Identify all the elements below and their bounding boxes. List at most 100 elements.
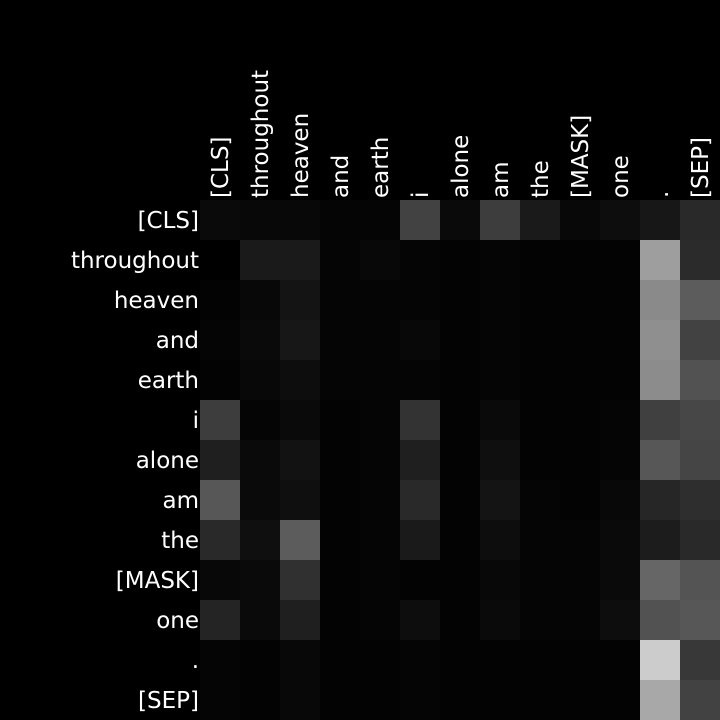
heatmap-cell-r1-c5 — [400, 240, 440, 280]
heatmap-cell-r12-c4 — [360, 680, 400, 720]
heatmap-cell-r4-c8 — [520, 360, 560, 400]
heatmap-cell-r11-c10 — [600, 640, 640, 680]
heatmap-cell-r3-c10 — [600, 320, 640, 360]
heatmap-cell-r2-c0 — [200, 280, 240, 320]
heatmap-cell-r0-c9 — [560, 200, 600, 240]
heatmap-cell-r6-c3 — [320, 440, 360, 480]
heatmap-cell-r0-c12 — [680, 200, 720, 240]
heatmap-cell-r0-c1 — [240, 200, 280, 240]
heatmap-cell-r10-c2 — [280, 600, 320, 640]
heatmap-cell-r6-c0 — [200, 440, 240, 480]
y-tick-label: heaven — [114, 288, 199, 314]
heatmap-cell-r10-c12 — [680, 600, 720, 640]
heatmap-cell-r3-c0 — [200, 320, 240, 360]
heatmap-cell-r12-c5 — [400, 680, 440, 720]
heatmap-cell-r8-c12 — [680, 520, 720, 560]
heatmap-cell-r7-c9 — [560, 480, 600, 520]
heatmap-cell-r1-c0 — [200, 240, 240, 280]
heatmap-cell-r8-c10 — [600, 520, 640, 560]
heatmap-cell-r0-c4 — [360, 200, 400, 240]
heatmap-cell-r7-c8 — [520, 480, 560, 520]
heatmap-cell-r4-c2 — [280, 360, 320, 400]
heatmap-cell-r10-c9 — [560, 600, 600, 640]
x-tick-label: one — [608, 155, 634, 198]
heatmap-cell-r9-c8 — [520, 560, 560, 600]
heatmap-cell-r11-c4 — [360, 640, 400, 680]
heatmap-cell-r1-c3 — [320, 240, 360, 280]
heatmap-cell-r11-c5 — [400, 640, 440, 680]
heatmap-cell-r2-c9 — [560, 280, 600, 320]
heatmap-cell-r8-c4 — [360, 520, 400, 560]
heatmap-cell-r5-c3 — [320, 400, 360, 440]
y-tick-label: am — [163, 488, 200, 514]
y-tick-label: [MASK] — [116, 568, 199, 594]
heatmap-cell-r1-c12 — [680, 240, 720, 280]
heatmap-cell-r2-c7 — [480, 280, 520, 320]
heatmap-cell-r6-c4 — [360, 440, 400, 480]
heatmap-cell-r4-c10 — [600, 360, 640, 400]
heatmap-cell-r9-c9 — [560, 560, 600, 600]
heatmap-cell-r0-c3 — [320, 200, 360, 240]
heatmap-cell-r11-c8 — [520, 640, 560, 680]
heatmap-cell-r1-c11 — [640, 240, 680, 280]
x-tick-label: [SEP] — [688, 137, 714, 198]
heatmap-cell-r4-c12 — [680, 360, 720, 400]
heatmap-cell-r12-c10 — [600, 680, 640, 720]
heatmap-cell-r10-c6 — [440, 600, 480, 640]
heatmap-cell-r0-c7 — [480, 200, 520, 240]
heatmap-cell-r6-c10 — [600, 440, 640, 480]
heatmap-cell-r7-c1 — [240, 480, 280, 520]
heatmap-cell-r7-c4 — [360, 480, 400, 520]
heatmap-cell-r0-c0 — [200, 200, 240, 240]
heatmap-cell-r9-c10 — [600, 560, 640, 600]
heatmap-cell-r9-c1 — [240, 560, 280, 600]
heatmap-cell-r12-c7 — [480, 680, 520, 720]
heatmap-cell-r4-c1 — [240, 360, 280, 400]
heatmap-cell-r4-c7 — [480, 360, 520, 400]
heatmap-cell-r10-c0 — [200, 600, 240, 640]
y-tick-label: the — [161, 528, 199, 554]
heatmap-cell-r4-c11 — [640, 360, 680, 400]
heatmap-cell-r9-c7 — [480, 560, 520, 600]
heatmap-cell-r6-c5 — [400, 440, 440, 480]
heatmap-cell-r8-c6 — [440, 520, 480, 560]
heatmap-cell-r0-c11 — [640, 200, 680, 240]
x-tick-label: alone — [448, 135, 474, 198]
heatmap-cell-r4-c3 — [320, 360, 360, 400]
heatmap-cell-r5-c7 — [480, 400, 520, 440]
heatmap-cell-r4-c6 — [440, 360, 480, 400]
x-tick-label: [MASK] — [568, 115, 594, 198]
heatmap-cell-r9-c0 — [200, 560, 240, 600]
heatmap-cell-r7-c10 — [600, 480, 640, 520]
heatmap-cell-r2-c2 — [280, 280, 320, 320]
heatmap-cell-r10-c1 — [240, 600, 280, 640]
heatmap-cell-r6-c6 — [440, 440, 480, 480]
heatmap-cell-r12-c9 — [560, 680, 600, 720]
heatmap-cell-r10-c4 — [360, 600, 400, 640]
heatmap-cell-r10-c7 — [480, 600, 520, 640]
heatmap-cell-r5-c1 — [240, 400, 280, 440]
heatmap-cell-r3-c1 — [240, 320, 280, 360]
x-tick-label: and — [328, 155, 354, 198]
heatmap-cell-r10-c3 — [320, 600, 360, 640]
x-tick-label: [CLS] — [208, 137, 234, 198]
heatmap-cell-r2-c4 — [360, 280, 400, 320]
heatmap-cell-r7-c0 — [200, 480, 240, 520]
heatmap-cell-r7-c6 — [440, 480, 480, 520]
heatmap-cell-r12-c12 — [680, 680, 720, 720]
heatmap-cell-r0-c2 — [280, 200, 320, 240]
heatmap-cell-r7-c3 — [320, 480, 360, 520]
heatmap-cell-r9-c2 — [280, 560, 320, 600]
x-tick-label: am — [488, 162, 514, 199]
heatmap-cell-r11-c1 — [240, 640, 280, 680]
heatmap-cell-r5-c8 — [520, 400, 560, 440]
heatmap-cell-r6-c1 — [240, 440, 280, 480]
heatmap-cell-r3-c12 — [680, 320, 720, 360]
heatmap-cell-r5-c12 — [680, 400, 720, 440]
heatmap-cell-r8-c11 — [640, 520, 680, 560]
heatmap-cell-r5-c5 — [400, 400, 440, 440]
heatmap-cell-r2-c5 — [400, 280, 440, 320]
heatmap-cell-r8-c7 — [480, 520, 520, 560]
heatmap-cell-r12-c8 — [520, 680, 560, 720]
heatmap-cell-r3-c9 — [560, 320, 600, 360]
